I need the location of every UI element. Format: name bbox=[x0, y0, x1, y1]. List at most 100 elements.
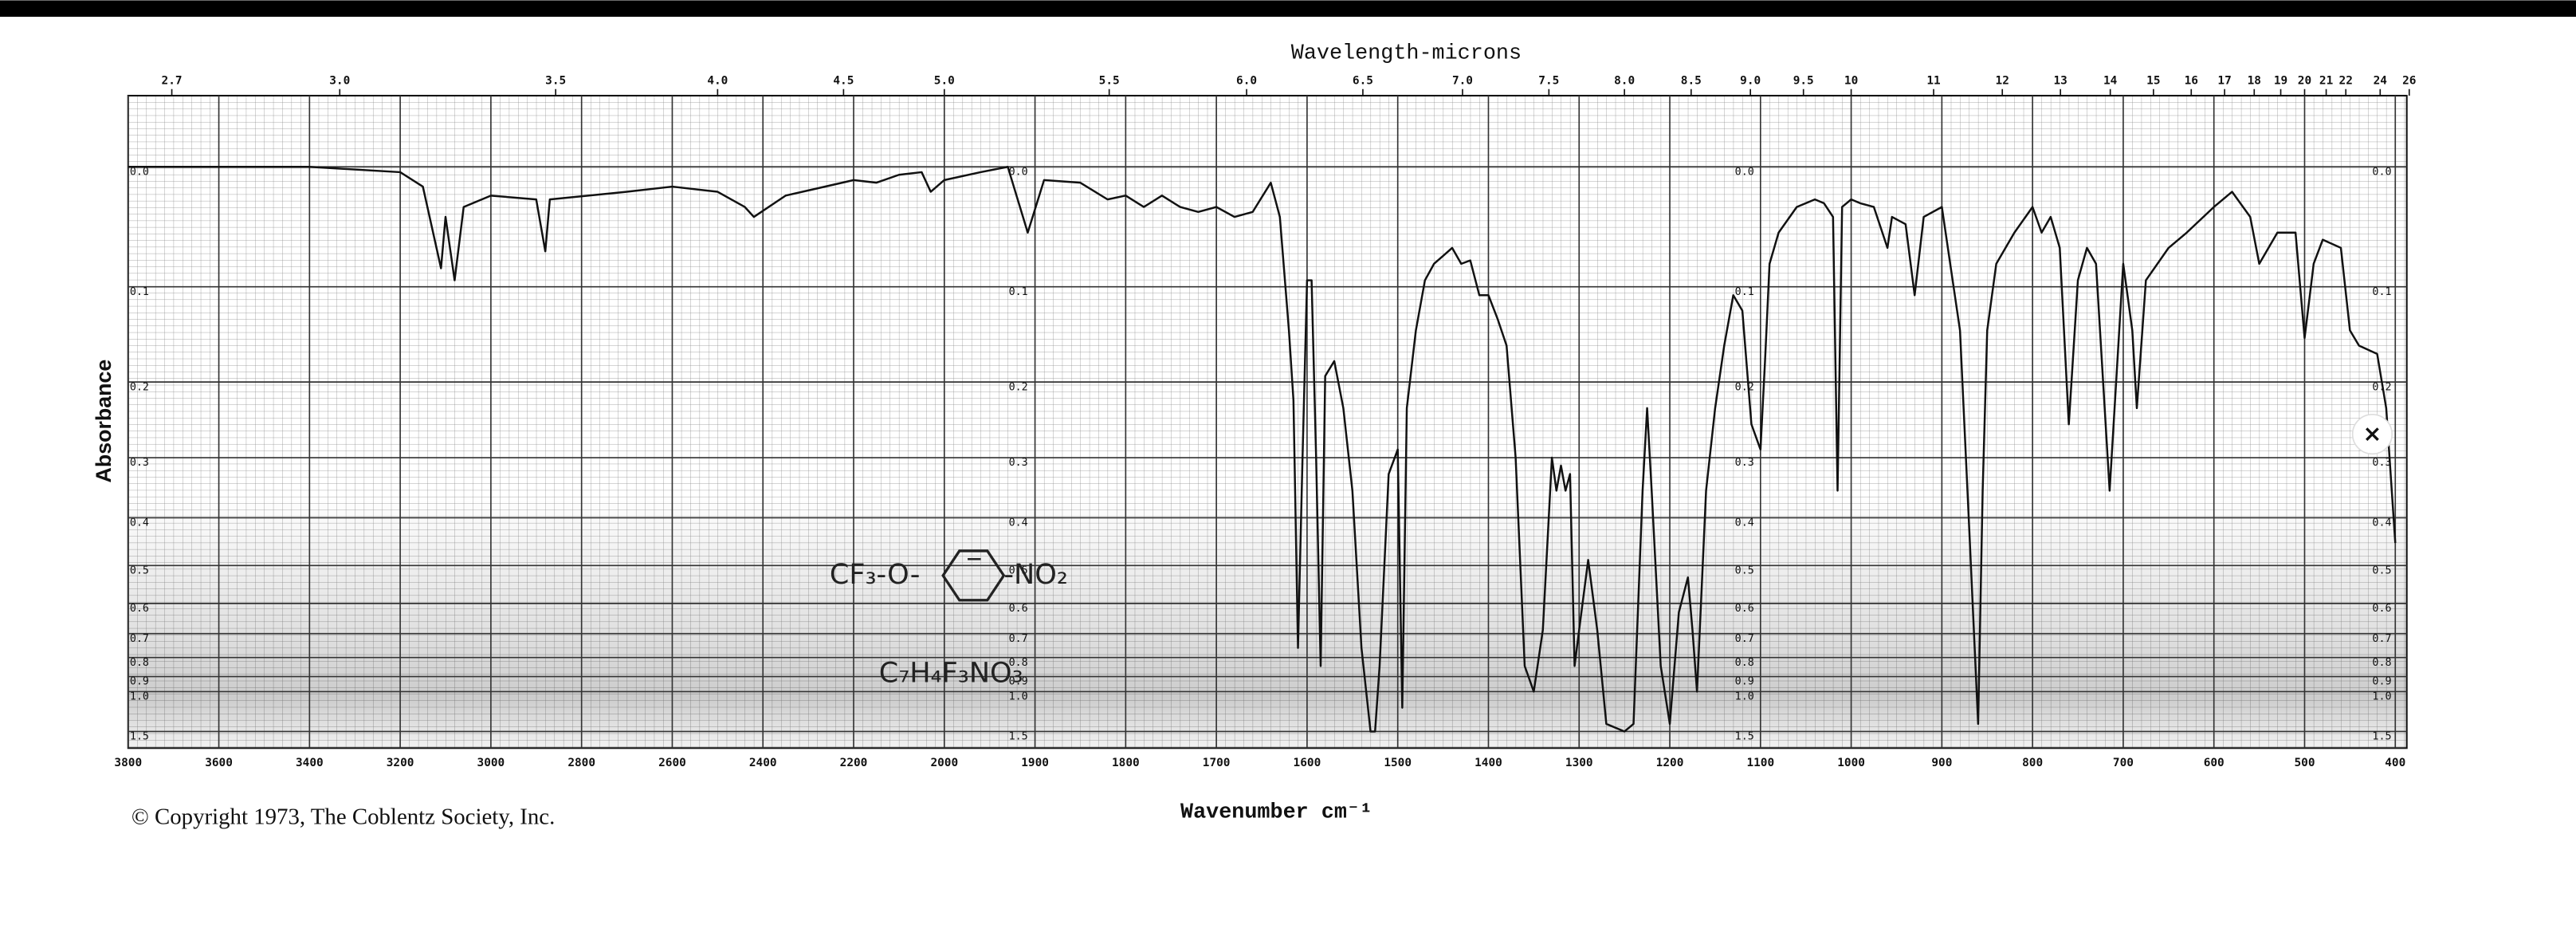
x2-tick-label: 20 bbox=[2298, 74, 2311, 87]
y-tick-label: 0.7 bbox=[2372, 633, 2391, 645]
copyright: © Copyright 1973, The Coblentz Society, … bbox=[132, 804, 555, 830]
x-tick-label: 600 bbox=[2204, 757, 2225, 769]
x2-tick-label: 17 bbox=[2217, 74, 2231, 87]
y-tick-label: 1.5 bbox=[130, 731, 149, 743]
x-tick-label: 1800 bbox=[1112, 757, 1140, 769]
x2-tick-label: 8.5 bbox=[1681, 74, 1702, 87]
y-tick-label: 1.5 bbox=[2372, 731, 2391, 743]
x2-tick-label: 7.5 bbox=[1538, 74, 1559, 87]
x-tick-label: 700 bbox=[2113, 757, 2134, 769]
x-tick-label: 800 bbox=[2022, 757, 2043, 769]
x2-tick-label: 4.5 bbox=[833, 74, 854, 87]
close-icon[interactable] bbox=[2366, 427, 2379, 441]
y-tick-label: 0.1 bbox=[1009, 286, 1028, 298]
x-tick-label: 3400 bbox=[296, 757, 324, 769]
x2-tick-label: 9.5 bbox=[1793, 74, 1814, 87]
x-tick-label: 1600 bbox=[1294, 757, 1321, 769]
benzene-ring bbox=[941, 549, 1006, 602]
x2-tick-label: 14 bbox=[2103, 74, 2118, 87]
structure-note: -NO₂ bbox=[1003, 558, 1067, 591]
grid-layer bbox=[127, 95, 2407, 749]
x-tick-label: 3600 bbox=[205, 757, 233, 769]
y-tick-label: 0.8 bbox=[130, 657, 149, 669]
y-tick-label: 0.9 bbox=[2372, 676, 2391, 688]
y-tick-label: 1.5 bbox=[1009, 731, 1028, 743]
y-tick-label: 0.5 bbox=[130, 565, 149, 577]
x2-tick-label: 3.5 bbox=[545, 74, 566, 87]
x2-tick-label: 9.0 bbox=[1740, 74, 1761, 87]
x2-tick-label: 15 bbox=[2146, 74, 2160, 87]
x2-tick-label: 3.0 bbox=[329, 74, 350, 87]
x-tick-label: 3800 bbox=[114, 757, 142, 769]
line-layer bbox=[128, 165, 2397, 733]
x-tick-label: 1300 bbox=[1565, 757, 1593, 769]
y-tick-label: 0.8 bbox=[1009, 657, 1028, 669]
y-tick-label: 0.9 bbox=[1009, 676, 1028, 688]
x2-tick-label: 5.5 bbox=[1099, 74, 1120, 87]
y-tick-label: 0.2 bbox=[1735, 381, 1754, 393]
y-tick-label: 0.0 bbox=[130, 166, 149, 178]
y-tick-label: 1.0 bbox=[1009, 691, 1028, 703]
y-tick-label: 0.6 bbox=[2372, 603, 2391, 615]
y-tick-label: 0.9 bbox=[130, 676, 149, 688]
y-tick-label: 0.1 bbox=[1735, 286, 1754, 298]
x2-tick-label: 26 bbox=[2402, 74, 2416, 87]
x-tick-label: 500 bbox=[2294, 757, 2315, 769]
y-tick-label: 0.6 bbox=[130, 603, 149, 615]
structure-note: CF₃-O- bbox=[830, 558, 920, 591]
x2-tick-label: 22 bbox=[2339, 74, 2353, 87]
close-button[interactable] bbox=[2351, 414, 2393, 455]
x-axis-title: Wavenumber cm⁻¹ bbox=[1180, 801, 1372, 825]
spectrum-line bbox=[128, 165, 2397, 733]
y-tick-label: 0.2 bbox=[1009, 381, 1028, 393]
x-tick-label: 1700 bbox=[1203, 757, 1231, 769]
y-tick-label: 0.1 bbox=[2372, 286, 2391, 298]
x-tick-label: 1900 bbox=[1021, 757, 1049, 769]
y-tick-label: 0.4 bbox=[1009, 517, 1028, 529]
y-tick-label: 1.0 bbox=[2372, 691, 2391, 703]
y-tick-label: 0.6 bbox=[1735, 603, 1754, 615]
y-tick-label: 0.0 bbox=[2372, 166, 2391, 178]
x2-tick-label: 10 bbox=[1844, 74, 1858, 87]
y-tick-label: 0.3 bbox=[130, 457, 149, 469]
y-tick-label: 0.5 bbox=[1735, 565, 1754, 577]
y-tick-label: 1.5 bbox=[1735, 731, 1754, 743]
y-tick-label: 0.8 bbox=[2372, 657, 2391, 669]
top-axis-title: Wavelength-microns bbox=[1291, 41, 1522, 65]
y-tick-label: 0.1 bbox=[130, 286, 149, 298]
x2-tick-label: 24 bbox=[2374, 74, 2388, 87]
x-tick-label: 400 bbox=[2385, 757, 2405, 769]
y-tick-label: 0.2 bbox=[130, 381, 149, 393]
x2-tick-label: 12 bbox=[1996, 74, 2009, 87]
y-tick-label: 0.0 bbox=[1009, 166, 1028, 178]
y-tick-label: 0.9 bbox=[1735, 676, 1754, 688]
x2-tick-label: 8.0 bbox=[1614, 74, 1635, 87]
x-tick-label: 1000 bbox=[1837, 757, 1865, 769]
y-tick-label: 0.5 bbox=[1009, 565, 1028, 577]
x-tick-label: 900 bbox=[1931, 757, 1952, 769]
x2-tick-label: 13 bbox=[2053, 74, 2067, 87]
y-tick-label: 0.5 bbox=[2372, 565, 2391, 577]
scan-shading bbox=[128, 493, 2407, 749]
y-tick-label: 0.0 bbox=[1735, 166, 1754, 178]
x-tick-label: 2000 bbox=[930, 757, 958, 769]
y-tick-label: 0.3 bbox=[1735, 457, 1754, 469]
x2-tick-label: 4.0 bbox=[707, 74, 728, 87]
scan-edge bbox=[0, 0, 2576, 18]
x2-tick-label: 19 bbox=[2274, 74, 2287, 87]
y-tick-label: 1.0 bbox=[130, 691, 149, 703]
y-tick-label: 0.7 bbox=[1009, 633, 1028, 645]
x2-tick-label: 16 bbox=[2185, 74, 2198, 87]
x2-tick-label: 18 bbox=[2248, 74, 2261, 87]
y-tick-label: 0.4 bbox=[2372, 517, 2391, 529]
x-tick-label: 3000 bbox=[477, 757, 505, 769]
y-tick-label: 1.0 bbox=[1735, 691, 1754, 703]
x2-tick-label: 7.0 bbox=[1452, 74, 1473, 87]
y-tick-label: 0.3 bbox=[2372, 457, 2391, 469]
x-tick-label: 1200 bbox=[1656, 757, 1684, 769]
x2-tick-label: 6.5 bbox=[1353, 74, 1373, 87]
y-tick-label: 0.4 bbox=[1735, 517, 1754, 529]
x-tick-label: 1100 bbox=[1746, 757, 1774, 769]
